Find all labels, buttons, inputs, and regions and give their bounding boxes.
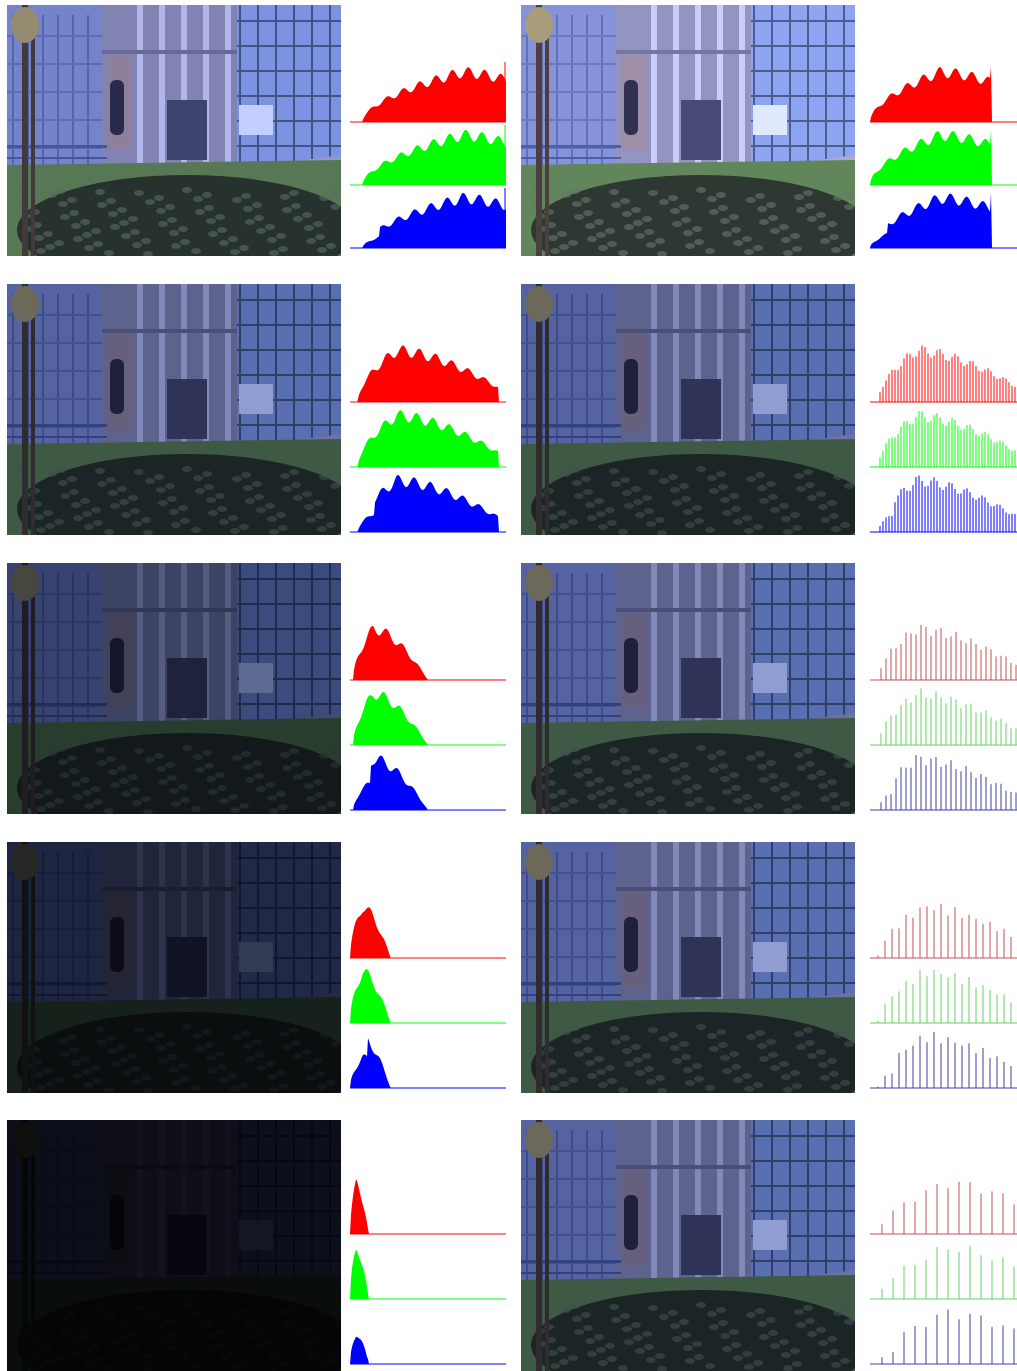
histogram-row1-left: [350, 62, 506, 249]
rgb-histogram: [350, 907, 506, 1089]
red-channel-histogram: [870, 345, 1017, 403]
rgb-histogram: [350, 626, 506, 811]
green-channel-histogram: [870, 129, 1017, 186]
red-channel-histogram: [870, 66, 1017, 123]
histogram-row4-right: [870, 896, 1017, 1089]
blue-channel-histogram: [350, 1336, 506, 1365]
green-channel-histogram: [870, 410, 1017, 468]
histogram-row5-right: [870, 1172, 1017, 1366]
photo-row2-right: [521, 284, 855, 535]
rgb-histogram: [870, 66, 1017, 249]
rgb-histogram: [870, 345, 1017, 533]
courtyard-photo: [7, 284, 341, 535]
histogram-row1-right: [870, 62, 1017, 249]
photo-row3-left: [7, 563, 341, 814]
green-channel-histogram: [870, 1245, 1017, 1300]
courtyard-photo: [7, 563, 341, 814]
blue-channel-histogram: [870, 1031, 1017, 1089]
red-channel-histogram: [870, 904, 1017, 959]
green-channel-histogram: [350, 125, 506, 186]
green-channel-histogram: [350, 969, 506, 1024]
courtyard-photo: [521, 284, 855, 535]
blue-channel-histogram: [350, 755, 506, 811]
red-channel-histogram: [350, 626, 506, 681]
red-channel-histogram: [870, 1181, 1017, 1235]
green-channel-histogram: [350, 1249, 506, 1300]
histogram-row5-left: [350, 1172, 506, 1366]
red-channel-histogram: [350, 1179, 506, 1235]
courtyard-photo: [521, 1120, 855, 1371]
green-channel-histogram: [350, 410, 506, 468]
green-channel-histogram: [350, 692, 506, 746]
courtyard-photo: [521, 563, 855, 814]
histogram-row3-right: [870, 618, 1017, 811]
red-channel-histogram: [870, 624, 1017, 681]
photo-row4-left: [7, 842, 341, 1093]
photo-row1-left: [7, 5, 341, 256]
blue-channel-histogram: [350, 1037, 506, 1089]
courtyard-photo: [521, 5, 855, 256]
red-channel-histogram: [350, 345, 506, 403]
rgb-histogram: [870, 624, 1017, 811]
red-channel-histogram: [350, 62, 506, 123]
photo-row4-right: [521, 842, 855, 1093]
rgb-histogram: [350, 345, 506, 533]
courtyard-photo: [7, 5, 341, 256]
rgb-histogram: [870, 904, 1017, 1089]
courtyard-photo: [7, 1120, 341, 1371]
histogram-row4-left: [350, 896, 506, 1089]
blue-channel-histogram: [870, 475, 1017, 533]
green-channel-histogram: [870, 688, 1017, 746]
rgb-histogram: [870, 1181, 1017, 1365]
blue-channel-histogram: [870, 755, 1017, 811]
rgb-histogram: [350, 62, 506, 249]
photo-row5-left: [7, 1120, 341, 1371]
rgb-histogram: [350, 1179, 506, 1365]
courtyard-photo: [7, 842, 341, 1093]
green-channel-histogram: [870, 969, 1017, 1024]
blue-channel-histogram: [870, 192, 1017, 249]
red-channel-histogram: [350, 907, 506, 959]
blue-channel-histogram: [870, 1309, 1017, 1365]
histogram-row3-left: [350, 618, 506, 811]
blue-channel-histogram: [350, 188, 506, 249]
courtyard-photo: [521, 842, 855, 1093]
histogram-row2-left: [350, 340, 506, 534]
photo-row1-right: [521, 5, 855, 256]
blue-channel-histogram: [350, 474, 506, 533]
photo-row3-right: [521, 563, 855, 814]
histogram-row2-right: [870, 340, 1017, 534]
photo-row5-right: [521, 1120, 855, 1371]
photo-row2-left: [7, 284, 341, 535]
